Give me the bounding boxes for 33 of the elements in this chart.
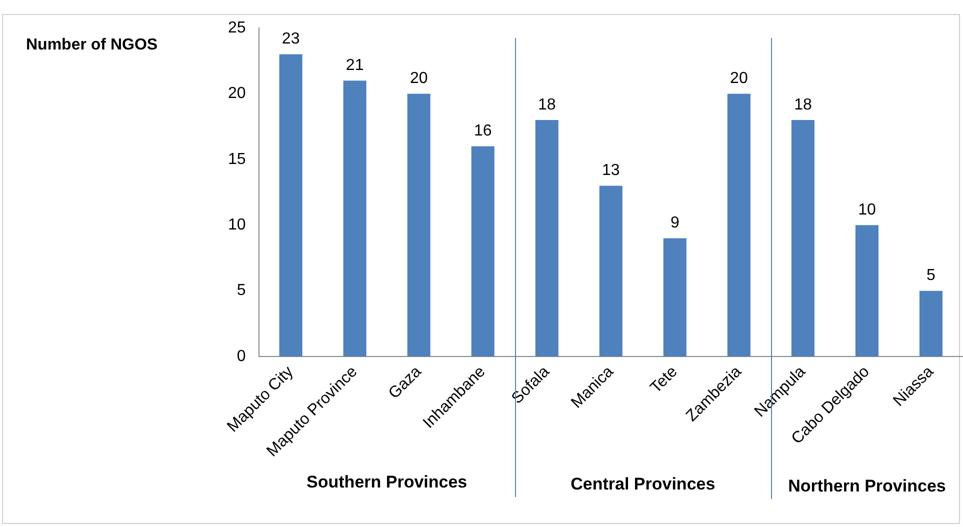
data-label: 9 [670,214,680,232]
bar [471,146,494,357]
y-axis-title: Number of NGOS [26,36,158,54]
data-label: 18 [794,96,812,114]
y-tick-label: 0 [236,348,246,365]
data-label: 20 [730,70,748,88]
y-tick-label: 15 [228,150,246,168]
data-label: 18 [538,96,556,114]
text: Central Provinces [570,474,716,494]
y-tick-label: 5 [236,282,246,300]
bar [855,225,878,357]
bar [599,186,622,357]
bar [343,80,366,357]
bar [279,54,302,357]
y-tick-label: 25 [228,19,246,36]
bar [535,120,558,357]
bar [663,238,686,357]
text: Southern Provinces [306,472,468,492]
bar [727,94,750,357]
data-label: 5 [926,267,936,284]
data-label: 23 [282,30,300,48]
bar [791,120,814,357]
data-label: 16 [474,122,492,140]
data-label: 20 [410,70,428,88]
bar [407,94,430,357]
data-label: 21 [346,56,364,74]
text: Northern Provinces [788,476,946,496]
y-tick-label: 10 [228,216,246,234]
data-label: 10 [858,202,876,219]
bar [919,290,943,357]
data-label: 13 [602,162,620,180]
x-tick-label: Tete [647,363,681,397]
y-tick-label: 20 [228,85,246,102]
